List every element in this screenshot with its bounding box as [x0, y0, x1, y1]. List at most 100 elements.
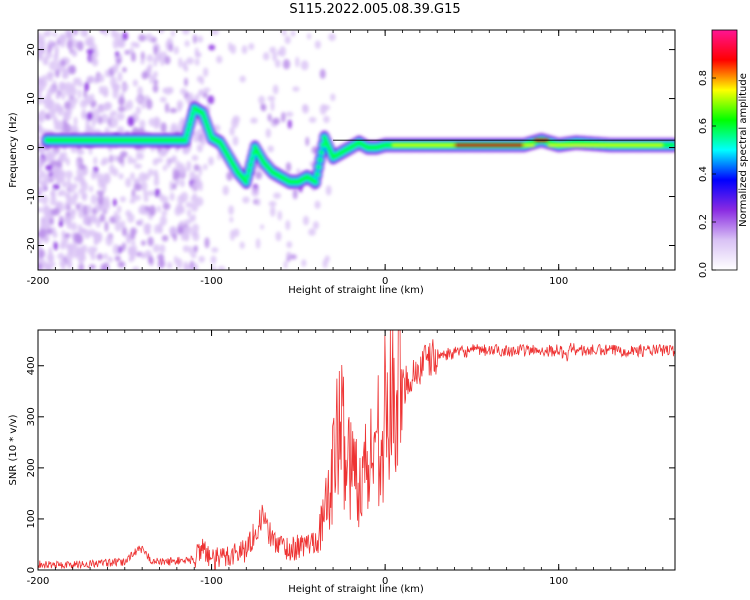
spectrogram-noise-blob [140, 252, 147, 259]
spectrogram-noise-blob [110, 30, 117, 38]
spectrogram-noise-blob [45, 164, 53, 171]
spectrogram-noise-blob [138, 34, 147, 42]
spectrogram-noise-blob [182, 146, 190, 155]
spectrogram-noise-blob [76, 40, 84, 51]
spectrogram-noise-blob [58, 155, 65, 163]
spectrogram-noise-blob [70, 222, 78, 231]
spectrogram-core-blob [582, 143, 588, 147]
spectrogram-noise-blob [188, 246, 193, 255]
spectrogram-noise-blob [130, 172, 135, 180]
spectrogram-noise-blob [117, 39, 126, 48]
spectrogram-noise-blob [41, 182, 46, 193]
spectrogram-noise-blob [54, 44, 59, 55]
spectrogram-noise-blob [96, 190, 105, 196]
spectrogram-noise-blob [66, 39, 73, 50]
spectrogram-core-blob [578, 143, 584, 147]
spectrogram-core-blob [429, 143, 435, 147]
spectrogram-noise-blob [198, 165, 203, 176]
spectrogram-noise-blob [290, 30, 296, 37]
spectrogram-noise-blob [162, 164, 167, 172]
spectrogram-noise-blob [217, 266, 226, 270]
spectrogram-noise-blob [69, 208, 77, 216]
spectrogram-noise-blob [87, 75, 96, 83]
spectrogram-noise-blob [61, 229, 66, 240]
spectrogram-noise-blob [285, 162, 292, 172]
spectrogram-core-blob [523, 143, 529, 147]
spectrogram-noise-blob [192, 192, 197, 199]
spectrogram-noise-blob [91, 170, 97, 180]
spectrogram-noise-blob [96, 172, 104, 184]
spectrogram-noise-blob [58, 220, 64, 228]
spectrogram-noise-blob [93, 156, 98, 166]
spectrogram-noise-blob [211, 30, 219, 36]
spectrogram-noise-blob [153, 57, 158, 67]
spectrogram-noise-blob [194, 58, 200, 66]
spectrogram-noise-blob [68, 64, 77, 75]
spectrogram-noise-blob [232, 135, 239, 146]
spectrogram-noise-blob [70, 146, 78, 154]
spectrogram-noise-blob [47, 256, 54, 264]
spectrogram-noise-blob [134, 183, 142, 192]
spectrogram-noise-blob [158, 193, 164, 200]
spectrogram-core-blob [627, 143, 633, 147]
spectrogram-noise-blob [153, 45, 158, 56]
spectrogram-core-blob [401, 143, 407, 147]
spectrogram-noise-blob [38, 263, 42, 270]
spectrogram-noise-blob [52, 31, 58, 38]
spectrogram-noise-blob [81, 112, 88, 119]
spectrogram-noise-blob [62, 68, 68, 80]
spectrogram-noise-blob [192, 223, 200, 233]
spectrogram-noise-blob [185, 201, 193, 208]
spectrogram-noise-blob [64, 233, 71, 239]
spectrogram-noise-blob [177, 226, 183, 235]
spectrogram-noise-blob [48, 108, 56, 119]
spectrogram-noise-blob [222, 185, 229, 196]
spectrogram-noise-blob [135, 96, 143, 103]
spectrogram-noise-blob [87, 204, 93, 215]
spectrogram-core-blob [589, 143, 595, 147]
spectrogram-noise-blob [45, 51, 53, 60]
spectrogram-core-blob [457, 143, 463, 147]
spectrogram-noise-blob [197, 90, 204, 97]
spectrogram-noise-blob [129, 198, 136, 204]
spectrogram-noise-blob [50, 190, 56, 198]
spectrogram-core-blob [516, 143, 522, 147]
spectrogram-noise-blob [138, 205, 146, 215]
spectrogram-noise-blob [289, 254, 297, 260]
spectrogram-core-blob [498, 143, 504, 147]
spectrogram-noise-blob [50, 195, 57, 202]
snr-y-axis-label: SNR (10 * v/v) [8, 414, 19, 485]
spectrogram-noise-blob [120, 220, 126, 229]
spectrogram-core-blob [655, 143, 661, 147]
spectrogram-noise-blob [132, 266, 140, 270]
spectrogram-noise-blob [38, 41, 47, 48]
spectrogram-core-blob [478, 143, 484, 147]
spectrogram-noise-blob [77, 89, 82, 99]
spectrogram-noise-blob [38, 197, 43, 203]
spectrogram-frame [37, 29, 676, 271]
spectrogram-noise-blob [255, 170, 263, 180]
spectrogram-noise-blob [121, 31, 129, 41]
spectrogram-ridge-blob [189, 116, 194, 122]
chart-title: S115.2022.005.08.39.G15 [289, 2, 461, 17]
spectrogram-noise-blob [114, 214, 121, 222]
snr-ticks: -200 -100 0 100 0 100 200 300 400 [26, 330, 675, 587]
spectrogram-noise-blob [292, 188, 298, 200]
spectrogram-noise-blob [164, 102, 170, 113]
colorbar-label: Normalized spectral amplitude [738, 73, 749, 227]
spectrogram-noise-blob [86, 48, 95, 55]
spectrogram-noise-blob [117, 154, 125, 164]
spectrogram-noise-blob [154, 224, 159, 234]
spectrogram-x-tick-label: 0 [382, 276, 388, 287]
spectrogram-noise-blob [177, 103, 182, 112]
spectrogram-ridge-blob [245, 173, 250, 179]
spectrogram-noise-blob [164, 55, 171, 65]
spectrogram-noise-blob [139, 218, 144, 226]
spectrogram-noise-blob [314, 40, 321, 49]
spectrogram-ridge-blob [247, 168, 252, 173]
spectrogram-noise-blob [100, 113, 109, 124]
spectrogram-core-blob [526, 143, 532, 147]
spectrogram-core-blob [485, 143, 491, 147]
spectrogram-noise-blob [46, 228, 53, 234]
